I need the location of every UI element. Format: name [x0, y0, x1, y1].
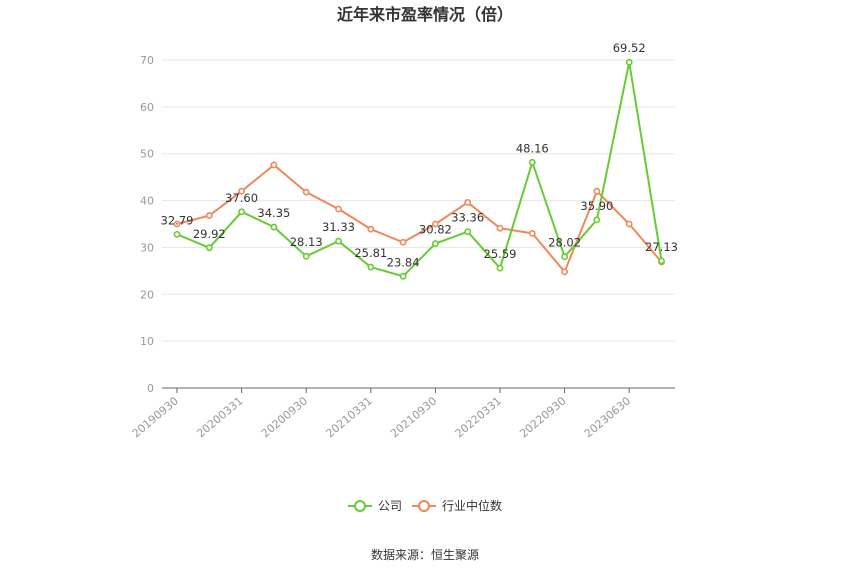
x-tick-label: 20200331 — [194, 394, 245, 440]
industry-median-point — [205, 212, 213, 219]
company-point — [238, 208, 245, 216]
industry-median-line — [176, 163, 663, 273]
data-label: 48.16 — [516, 141, 549, 155]
legend-marker — [418, 500, 430, 512]
company-point — [561, 253, 568, 261]
company-point — [464, 228, 472, 236]
company-point — [367, 263, 375, 271]
data-label: 27.13 — [645, 240, 678, 254]
industry-median-point — [593, 187, 601, 195]
company-point — [335, 237, 342, 245]
legend: 公司 行业中位数 — [348, 498, 502, 513]
x-tick-label: 20200930 — [259, 394, 310, 440]
company-point — [593, 216, 601, 224]
x-tick-label: 20190930 — [130, 394, 181, 440]
data-label: 25.59 — [484, 247, 517, 261]
x-tick-label: 20210930 — [388, 394, 439, 440]
data-label: 28.13 — [290, 235, 323, 249]
y-tick-label: 20 — [140, 288, 154, 301]
y-tick-label: 30 — [140, 241, 154, 254]
industry-median-point — [302, 188, 310, 196]
industry-median-point — [561, 268, 568, 276]
legend-item-company: 公司 — [348, 499, 402, 513]
y-tick-label: 0 — [147, 382, 154, 395]
legend-label: 行业中位数 — [442, 498, 502, 513]
grid — [162, 59, 675, 342]
company-point — [302, 252, 310, 260]
y-tick-label: 50 — [140, 148, 154, 161]
industry-median-point — [399, 238, 407, 246]
company-point — [399, 272, 407, 280]
data-label: 33.36 — [451, 211, 484, 225]
data-label: 30.82 — [419, 223, 452, 237]
industry-median-point — [173, 220, 181, 228]
company-line — [176, 61, 663, 278]
company-point — [205, 244, 213, 252]
company-point — [528, 158, 536, 166]
industry-median-point — [431, 220, 439, 228]
company-point — [270, 223, 278, 231]
industry-median-point — [496, 224, 504, 232]
data-label: 28.02 — [548, 236, 581, 250]
industry-median-point — [270, 161, 278, 169]
legend-label: 公司 — [378, 499, 402, 513]
legend-item-industry-median: 行业中位数 — [412, 498, 502, 513]
industry-median-point — [464, 199, 472, 206]
company-point — [625, 58, 633, 66]
industry-median-point — [335, 205, 342, 213]
x-tick-label: 20210331 — [323, 394, 374, 440]
data-label: 34.35 — [257, 206, 290, 220]
x-tick-label: 20220331 — [453, 394, 504, 440]
company-point — [496, 264, 504, 272]
company-point — [658, 257, 665, 265]
data-label: 25.81 — [354, 246, 387, 260]
industry-median-point — [625, 220, 633, 228]
industry-median-point — [238, 187, 245, 195]
chart-title: 近年来市盈率情况（倍） — [337, 5, 513, 24]
source-note: 数据来源：恒生聚源 — [371, 547, 479, 562]
y-tick-label: 70 — [140, 54, 154, 67]
data-label: 31.33 — [322, 220, 355, 234]
y-tick-label: 10 — [140, 335, 154, 348]
series — [173, 58, 665, 280]
x-tick-label: 20220930 — [517, 394, 568, 440]
x-tick-label: 20230630 — [582, 394, 633, 440]
y-tick-label: 60 — [140, 101, 154, 114]
data-label: 29.92 — [193, 227, 226, 241]
company-point — [431, 240, 439, 247]
company-point — [173, 230, 181, 238]
industry-median-point — [528, 229, 536, 237]
data-label: 23.84 — [387, 255, 420, 269]
data-label: 37.60 — [225, 191, 258, 205]
data-label: 35.90 — [580, 199, 613, 213]
data-label: 32.79 — [161, 213, 194, 227]
legend-marker — [354, 500, 366, 512]
data-label: 69.52 — [613, 41, 646, 55]
y-tick-label: 40 — [140, 195, 154, 208]
industry-median-point — [367, 225, 375, 233]
